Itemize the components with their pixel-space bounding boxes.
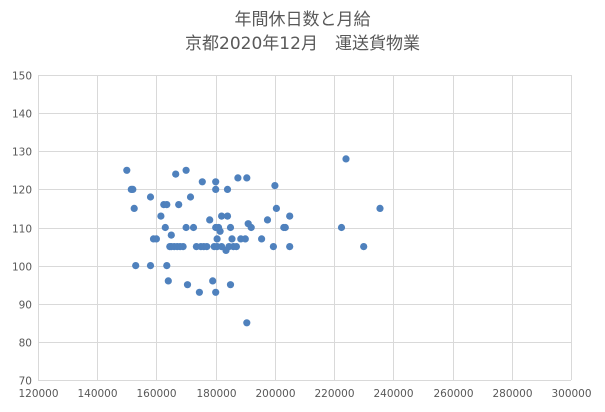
data-point xyxy=(226,281,235,289)
data-point xyxy=(132,262,140,270)
data-point xyxy=(186,193,195,201)
data-point xyxy=(164,277,172,285)
data-point xyxy=(247,223,255,232)
data-point xyxy=(163,262,171,270)
data-point xyxy=(376,204,384,212)
data-point xyxy=(213,235,221,243)
y-tick-label: 100 xyxy=(12,262,32,274)
data-point xyxy=(281,223,289,232)
data-points xyxy=(123,155,384,327)
y-tick-label: 80 xyxy=(19,338,32,350)
tick-labels: 70 80 90 100 110 120 130 140 150 120000 140000 1600… xyxy=(12,71,592,401)
data-point xyxy=(209,277,217,285)
data-point xyxy=(342,155,350,163)
data-point xyxy=(130,204,138,212)
x-tick-label: 160000 xyxy=(136,388,176,400)
data-point xyxy=(218,212,226,220)
gridlines xyxy=(38,75,572,381)
data-point xyxy=(123,166,131,174)
x-tick-label: 120000 xyxy=(18,388,58,400)
data-point xyxy=(172,170,180,178)
x-tick-label: 180000 xyxy=(196,388,236,400)
data-point xyxy=(203,243,211,251)
data-point xyxy=(146,193,155,201)
data-point xyxy=(212,288,220,296)
y-tick-label: 130 xyxy=(12,147,32,159)
x-tick-label: 300000 xyxy=(551,388,591,400)
data-point xyxy=(234,174,242,182)
data-point xyxy=(195,288,203,296)
data-point xyxy=(216,227,224,235)
chart-title: 年間休日数と月給 xyxy=(234,10,371,30)
data-point xyxy=(157,212,165,220)
data-point xyxy=(223,185,232,193)
data-point xyxy=(198,178,206,186)
data-point xyxy=(286,243,294,251)
data-point xyxy=(152,235,160,243)
y-tick-label: 70 xyxy=(19,376,32,388)
data-point xyxy=(212,178,220,186)
data-point xyxy=(228,235,236,243)
data-point xyxy=(161,223,169,232)
x-tick-label: 260000 xyxy=(433,388,473,400)
y-tick-label: 110 xyxy=(12,224,32,236)
data-point xyxy=(271,182,279,190)
data-point xyxy=(258,235,266,243)
data-point xyxy=(129,185,137,193)
data-point xyxy=(223,212,232,220)
y-tick-label: 140 xyxy=(12,109,32,121)
data-point xyxy=(146,262,155,270)
data-point xyxy=(360,243,368,251)
chart-title-block: 年間休日数と月給 京都2020年12月 運送貨物業 xyxy=(0,8,605,56)
data-point xyxy=(243,174,251,182)
x-tick-label: 220000 xyxy=(314,388,354,400)
data-point xyxy=(189,223,198,232)
data-point xyxy=(241,235,249,243)
chart-subtitle: 京都2020年12月 運送貨物業 xyxy=(185,34,420,54)
data-point xyxy=(337,223,346,232)
data-point xyxy=(269,243,277,251)
data-point xyxy=(243,319,251,327)
data-point xyxy=(167,231,175,239)
data-point xyxy=(182,166,190,174)
data-point xyxy=(182,223,190,232)
x-tick-label: 240000 xyxy=(373,388,413,400)
data-point xyxy=(183,281,192,289)
y-tick-label: 150 xyxy=(12,71,32,83)
y-tick-label: 120 xyxy=(12,185,32,197)
y-tick-label: 90 xyxy=(19,300,32,312)
data-point xyxy=(175,201,183,209)
data-point xyxy=(163,201,171,209)
data-point xyxy=(232,243,240,251)
data-point xyxy=(206,216,214,224)
x-tick-label: 280000 xyxy=(492,388,532,400)
data-point xyxy=(263,216,272,224)
x-tick-label: 200000 xyxy=(255,388,295,400)
x-tick-label: 140000 xyxy=(77,388,117,400)
data-point xyxy=(272,204,280,212)
data-point xyxy=(286,212,294,220)
data-point xyxy=(226,223,235,232)
data-point xyxy=(212,185,220,193)
data-point xyxy=(179,243,187,251)
